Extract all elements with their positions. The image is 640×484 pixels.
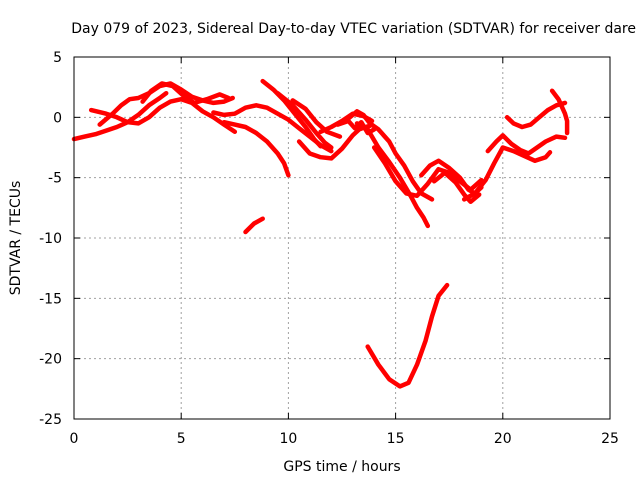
series-line-arc-21 xyxy=(549,88,570,136)
series-line-arc-06 xyxy=(221,119,291,178)
series-line-arc-04 xyxy=(140,81,231,106)
series-line-arc-18 xyxy=(461,145,553,202)
x-tick-label: 15 xyxy=(387,431,405,447)
y-axis-label: SDTVAR / TECUs xyxy=(8,181,24,296)
x-tick-label: 0 xyxy=(70,431,79,447)
y-tick-label: -25 xyxy=(39,412,62,428)
series-line-arc-17 xyxy=(431,170,482,205)
y-tick-label: -20 xyxy=(39,352,62,368)
series-line-arc-01 xyxy=(71,90,169,142)
chart-title: Day 079 of 2023, Sidereal Day-to-day VTE… xyxy=(71,21,636,37)
plot-frame xyxy=(73,56,611,420)
x-axis-label: GPS time / hours xyxy=(283,459,400,475)
series-line-arc-07 xyxy=(260,78,323,149)
series-line-arc-02 xyxy=(88,96,238,135)
y-tick-label: -5 xyxy=(48,171,62,187)
series-line-arc-20 xyxy=(504,100,568,130)
series-line-arc-13 xyxy=(346,109,435,202)
y-tick-label: -10 xyxy=(39,231,62,247)
x-tick-label: 5 xyxy=(177,431,186,447)
series-line-arc-14 xyxy=(354,121,431,229)
series-line-arc-09 xyxy=(290,98,343,139)
x-tick-label: 25 xyxy=(601,431,619,447)
y-tick-label: -15 xyxy=(39,291,62,307)
series-line-arc-08 xyxy=(275,90,334,150)
ticks-layer: 0 5 10 15 20 25 5 0 -5 -10 -15 -20 -25 xyxy=(39,50,619,447)
x-tick-label: 20 xyxy=(494,431,512,447)
series-layer xyxy=(71,78,570,389)
y-tick-label: 0 xyxy=(53,110,62,126)
x-tick-label: 10 xyxy=(279,431,297,447)
series-line-arc-22 xyxy=(243,216,265,235)
y-tick-label: 5 xyxy=(53,50,62,66)
series-line-arc-19 xyxy=(485,133,568,156)
series-line-arc-23 xyxy=(365,282,450,389)
